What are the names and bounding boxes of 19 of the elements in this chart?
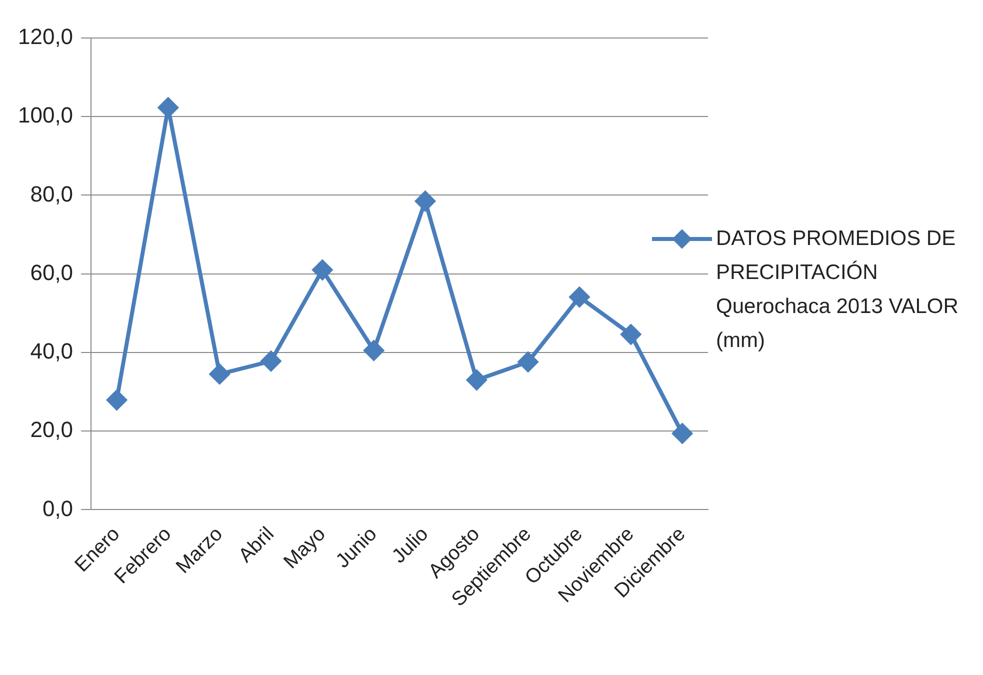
y-tick-label: 60,0 [30,260,74,285]
y-tick-label: 40,0 [30,338,74,364]
point [569,287,590,308]
y-tick-label: 80,0 [30,181,74,206]
point [106,390,127,410]
point [312,260,332,280]
y-tick-label: 0,0 [42,496,74,521]
y-tick-label: 120,0 [18,24,74,50]
point [466,370,487,390]
point [260,351,281,372]
legend-label: DATOS PROMEDIOS DE PRECIPITACIÓN Querochaca 2013 VALOR (mm) [716,226,960,354]
point [210,364,230,384]
y-tick-label: 100,0 [18,102,74,128]
point [415,191,436,212]
point [364,340,384,361]
point [672,423,692,444]
point [620,324,641,344]
point [518,352,538,372]
y-tick-label: 20,0 [30,417,74,442]
